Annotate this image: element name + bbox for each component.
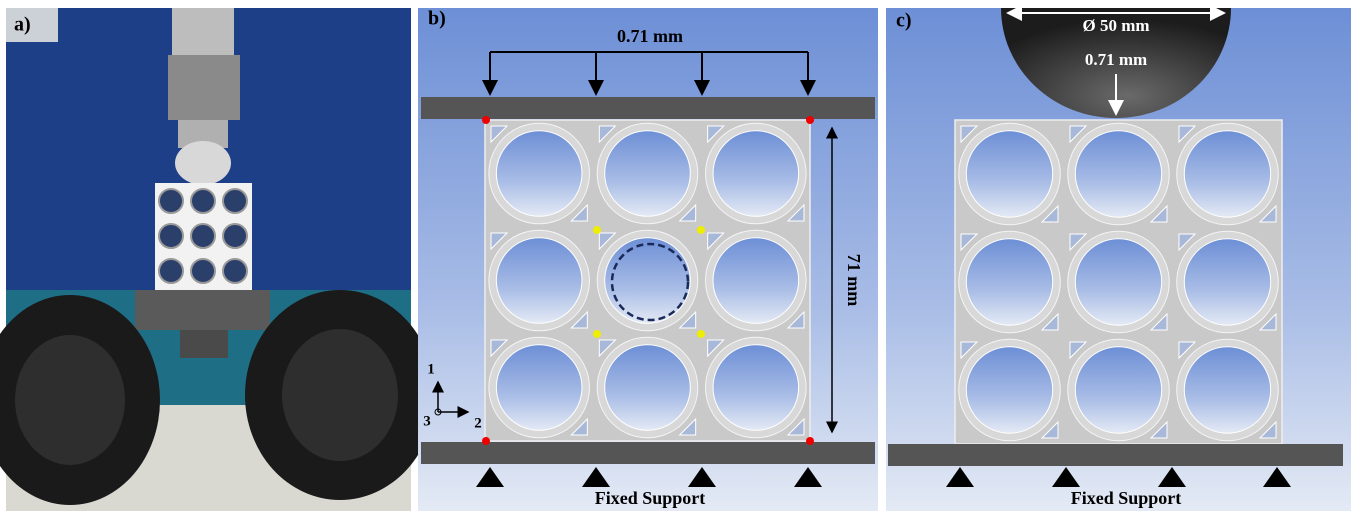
photo-cell xyxy=(223,259,247,283)
photo-cell xyxy=(159,189,183,213)
panel-label: c) xyxy=(896,10,912,32)
cell-hole xyxy=(1184,131,1270,217)
cell-hole xyxy=(713,131,799,217)
cell-hole xyxy=(605,131,691,217)
cell-hole xyxy=(966,347,1052,433)
model-panel-b: b) 0.71 mm 71 mm 1 2 3 Fixed Support xyxy=(418,8,878,511)
model-panel-c: c) Ø 50 mm 0.71 mm Fixed Support xyxy=(886,8,1351,511)
cell-hole xyxy=(1075,239,1161,325)
cell-hole xyxy=(605,238,691,324)
photo-cell xyxy=(191,189,215,213)
load-label: 0.71 mm xyxy=(617,26,683,46)
load-label: 0.71 mm xyxy=(1085,50,1147,69)
photo-cell xyxy=(223,189,247,213)
axis-label: 3 xyxy=(423,413,431,429)
axis-label: 1 xyxy=(427,361,435,377)
cell-hole xyxy=(966,239,1052,325)
cell-hole xyxy=(966,131,1052,217)
diameter-label: Ø 50 mm xyxy=(1082,16,1149,35)
cell-hole xyxy=(496,131,582,217)
photo-cell xyxy=(223,224,247,248)
cell-hole xyxy=(713,345,799,431)
cell-hole xyxy=(1184,347,1270,433)
cell-hole xyxy=(605,345,691,431)
cell-hole xyxy=(1184,239,1270,325)
support-label: Fixed Support xyxy=(595,488,706,508)
cell-hole xyxy=(496,238,582,324)
height-label: 71 mm xyxy=(844,254,864,307)
cell-hole xyxy=(1075,347,1161,433)
photo-cell xyxy=(159,224,183,248)
support-label: Fixed Support xyxy=(1071,488,1182,508)
axis-label: 2 xyxy=(474,415,482,431)
cell-hole xyxy=(713,238,799,324)
photo-cell xyxy=(191,224,215,248)
photo-panel: a) xyxy=(0,8,435,511)
cell-hole xyxy=(496,345,582,431)
panel-label: b) xyxy=(428,8,446,30)
photo-cell xyxy=(159,259,183,283)
cell-hole xyxy=(1075,131,1161,217)
figure: a) b) 0.71 mm 71 mm 1 2 3 Fixed Support xyxy=(0,0,1351,511)
panel-label: a) xyxy=(14,14,31,36)
photo-cell xyxy=(191,259,215,283)
